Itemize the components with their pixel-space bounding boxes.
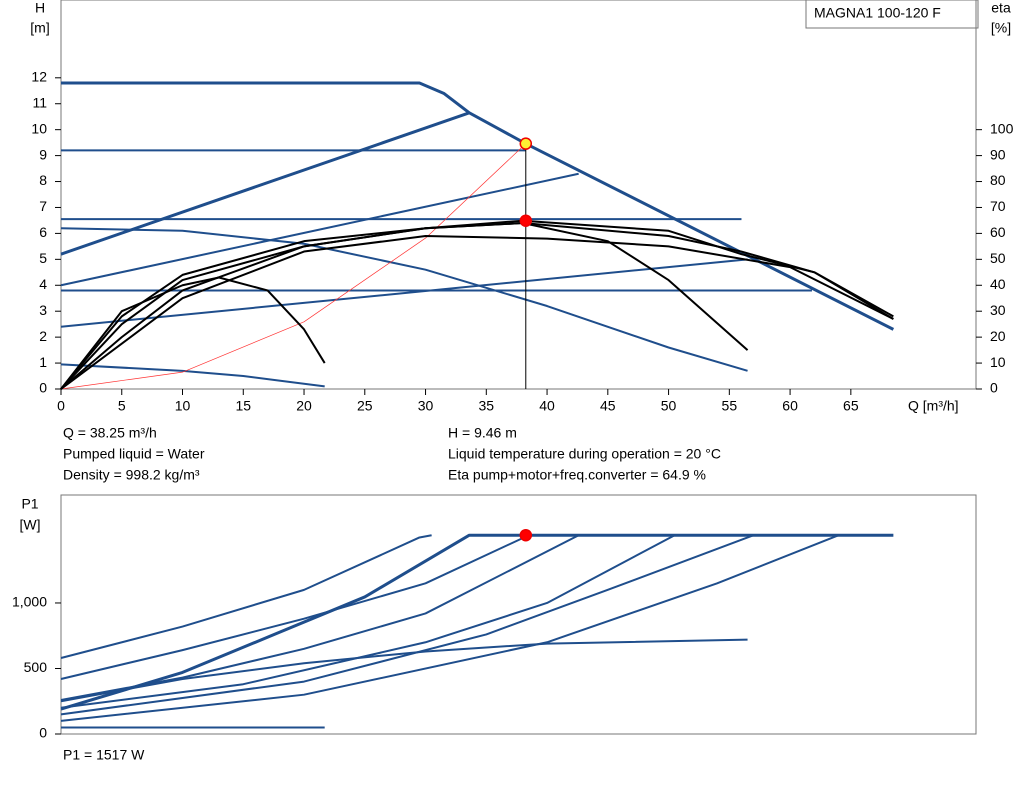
y2-axis-unit: [%] — [991, 20, 1011, 36]
curve — [60, 534, 754, 716]
x-tick-label: 5 — [118, 398, 126, 414]
curve — [60, 222, 894, 390]
y2-tick-label: 100 — [990, 120, 1014, 136]
x-tick-label: 25 — [357, 398, 373, 414]
curve — [60, 534, 530, 680]
y2-tick-label: 70 — [990, 198, 1006, 214]
y2-tick-label: 20 — [990, 328, 1006, 344]
y-tick-label: 9 — [39, 146, 47, 162]
curve — [60, 227, 748, 372]
chart-title: MAGNA1 100-120 F — [814, 5, 941, 21]
curve — [60, 219, 894, 390]
x-tick-label: 40 — [539, 398, 555, 414]
y-tick-label: 1,000 — [12, 594, 47, 610]
info: Q = 38.25 m³/h — [63, 425, 157, 441]
y2-tick-label: 10 — [990, 354, 1006, 370]
curve — [60, 534, 840, 722]
y-tick-label: 2 — [39, 328, 47, 344]
x-tick-label: 20 — [296, 398, 312, 414]
x-tick-label: 55 — [722, 398, 738, 414]
x-tick-label: 0 — [57, 398, 65, 414]
title-box — [805, 0, 979, 29]
y-tick-label: 10 — [31, 120, 47, 136]
y-tick-label: 7 — [39, 198, 47, 214]
curve — [60, 234, 894, 390]
duty-point — [519, 214, 533, 227]
y-axis-label: P1 — [21, 496, 38, 512]
y-axis-unit: [m] — [30, 20, 49, 36]
curve — [60, 172, 579, 287]
x-axis-label: Q [m³/h] — [908, 398, 959, 414]
y2-axis-label: eta — [991, 0, 1011, 16]
info: H = 9.46 m — [448, 425, 517, 441]
duty-point — [519, 528, 533, 542]
y2-tick-label: 0 — [990, 380, 998, 396]
info: Pumped liquid = Water — [63, 446, 205, 462]
curve — [60, 111, 470, 256]
y2-tick-label: 90 — [990, 146, 1006, 162]
curve — [60, 534, 432, 659]
curve — [60, 222, 749, 390]
y-axis-label: H — [35, 0, 45, 16]
y-tick-label: 8 — [39, 172, 47, 188]
curve — [60, 258, 748, 328]
y2-tick-label: 40 — [990, 276, 1006, 292]
x-tick-label: 45 — [600, 398, 616, 414]
y2-tick-label: 50 — [990, 250, 1006, 266]
curve — [61, 81, 895, 331]
x-tick-label: 60 — [782, 398, 798, 414]
info: Liquid temperature during operation = 20… — [448, 446, 721, 462]
x-tick-label: 50 — [661, 398, 677, 414]
curve — [60, 363, 325, 388]
curve — [60, 533, 894, 711]
y-tick-label: 1 — [39, 354, 47, 370]
y-tick-label: 0 — [39, 725, 47, 741]
curve — [60, 143, 527, 390]
x-tick-label: 65 — [843, 398, 859, 414]
y2-tick-label: 80 — [990, 172, 1006, 188]
info: Density = 998.2 kg/m³ — [63, 467, 200, 483]
y2-tick-label: 60 — [990, 224, 1006, 240]
x-tick-label: 10 — [175, 398, 191, 414]
info: Eta pump+motor+freq.converter = 64.9 % — [448, 467, 706, 483]
y-tick-label: 5 — [39, 250, 47, 266]
y-tick-label: 3 — [39, 302, 47, 318]
y-tick-label: 4 — [39, 276, 47, 292]
y-tick-label: 6 — [39, 224, 47, 240]
curve — [60, 534, 580, 701]
duty-point — [519, 137, 533, 150]
y2-tick-label: 30 — [990, 302, 1006, 318]
plot-frame — [60, 0, 977, 390]
x-tick-label: 15 — [235, 398, 251, 414]
x-tick-label: 30 — [418, 398, 434, 414]
y-axis-unit: [W] — [20, 517, 41, 533]
y-tick-label: 12 — [31, 69, 47, 85]
x-tick-label: 35 — [479, 398, 495, 414]
y-tick-label: 500 — [24, 659, 48, 675]
plot-frame — [60, 494, 977, 735]
curve — [60, 638, 748, 703]
y-tick-label: 0 — [39, 380, 47, 396]
curve — [60, 534, 676, 709]
y-tick-label: 11 — [32, 94, 47, 110]
info: P1 = 1517 W — [63, 747, 145, 763]
